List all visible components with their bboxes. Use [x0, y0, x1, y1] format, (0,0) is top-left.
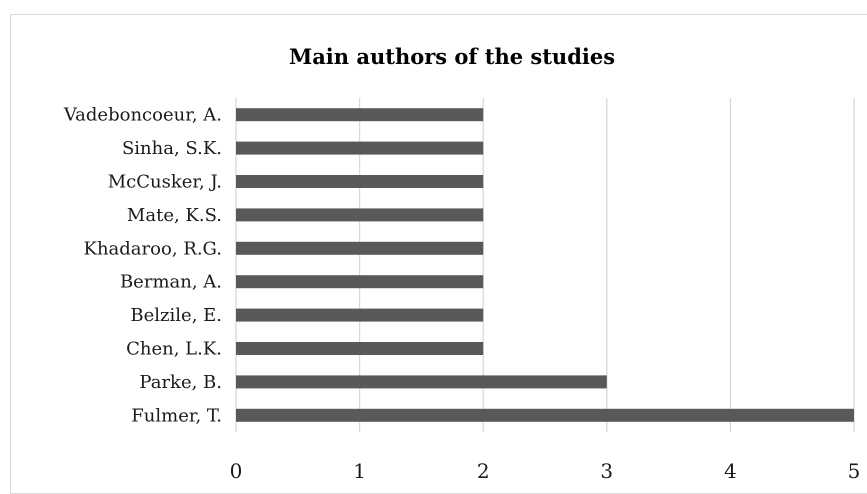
category-label: Sinha, S.K.: [122, 138, 222, 159]
bar: [236, 175, 484, 188]
category-label: McCusker, J.: [108, 172, 222, 193]
category-label: Chen, L.K.: [126, 339, 222, 360]
x-tick-label: 5: [848, 459, 861, 483]
bar: [236, 375, 607, 389]
category-label: Vadeboncoeur, A.: [63, 105, 222, 126]
category-label: Belzile, E.: [130, 305, 222, 326]
category-labels: Vadeboncoeur, A. Sinha, S.K. McCusker, J. M…: [63, 105, 222, 427]
x-tick-label: 1: [353, 459, 366, 483]
bar: [236, 342, 484, 355]
x-tick-label: 0: [230, 459, 243, 483]
tick-labels: 0 1 2 3 4 5: [230, 459, 861, 483]
category-label: Khadaroo, R.G.: [84, 238, 222, 259]
x-tick-label: 3: [600, 459, 613, 483]
bar: [236, 275, 484, 289]
category-label: Parke, B.: [139, 372, 222, 393]
category-label: Mate, K.S.: [127, 205, 222, 226]
bar: [236, 208, 484, 222]
bars: [236, 108, 854, 422]
bar: [236, 141, 484, 155]
x-tick-label: 2: [477, 459, 490, 483]
category-label: Fulmer, T.: [131, 405, 222, 426]
bar: [236, 241, 484, 255]
category-label: Berman, A.: [120, 272, 222, 293]
bar: [236, 308, 484, 322]
bar: [236, 408, 854, 422]
x-tick-label: 4: [724, 459, 737, 483]
bar: [236, 108, 484, 122]
chart-title: Main authors of the studies: [289, 44, 615, 69]
